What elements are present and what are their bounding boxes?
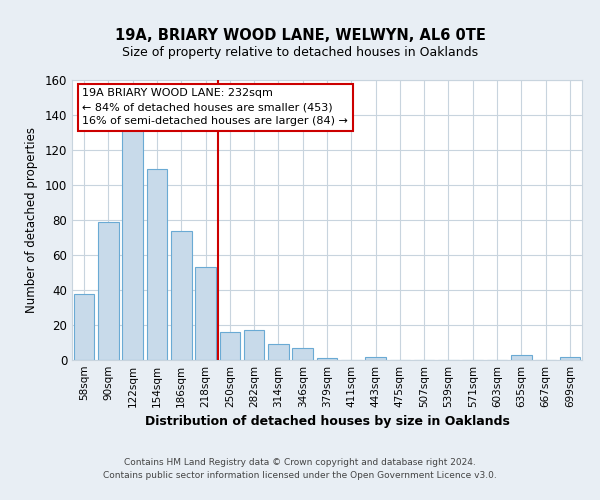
Bar — [268, 344, 289, 360]
Text: Size of property relative to detached houses in Oaklands: Size of property relative to detached ho… — [122, 46, 478, 59]
X-axis label: Distribution of detached houses by size in Oaklands: Distribution of detached houses by size … — [145, 416, 509, 428]
Bar — [171, 230, 191, 360]
Text: Contains public sector information licensed under the Open Government Licence v3: Contains public sector information licen… — [103, 472, 497, 480]
Bar — [195, 267, 216, 360]
Bar — [560, 356, 580, 360]
Bar — [317, 358, 337, 360]
Bar — [511, 355, 532, 360]
Bar — [122, 127, 143, 360]
Text: 19A, BRIARY WOOD LANE, WELWYN, AL6 0TE: 19A, BRIARY WOOD LANE, WELWYN, AL6 0TE — [115, 28, 485, 42]
Bar — [98, 222, 119, 360]
Bar — [74, 294, 94, 360]
Text: 19A BRIARY WOOD LANE: 232sqm
← 84% of detached houses are smaller (453)
16% of s: 19A BRIARY WOOD LANE: 232sqm ← 84% of de… — [82, 88, 348, 126]
Y-axis label: Number of detached properties: Number of detached properties — [25, 127, 38, 313]
Text: Contains HM Land Registry data © Crown copyright and database right 2024.: Contains HM Land Registry data © Crown c… — [124, 458, 476, 467]
Bar — [220, 332, 240, 360]
Bar — [292, 348, 313, 360]
Bar — [244, 330, 265, 360]
Bar — [365, 356, 386, 360]
Bar — [146, 169, 167, 360]
